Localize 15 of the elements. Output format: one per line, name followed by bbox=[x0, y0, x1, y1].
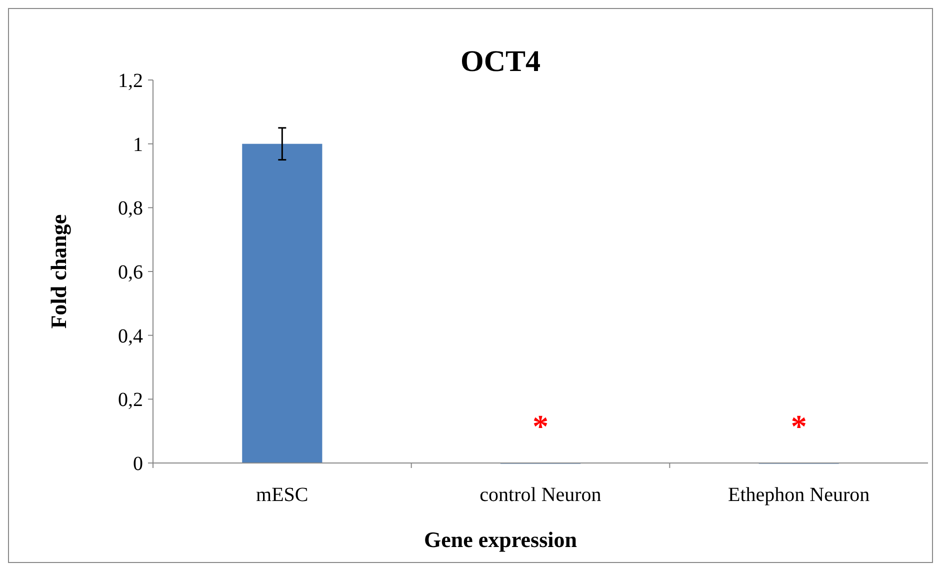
y-tick-label: 1 bbox=[133, 134, 143, 156]
x-tick-label: Ethephon Neuron bbox=[728, 484, 870, 506]
y-tick-label: 1,2 bbox=[118, 70, 143, 92]
x-axis-title: Gene expression bbox=[424, 527, 577, 552]
y-tick-label: 0,2 bbox=[118, 389, 143, 412]
chart-title: OCT4 bbox=[460, 45, 541, 78]
y-axis-title: Fold change bbox=[46, 214, 71, 329]
annotation: * bbox=[532, 408, 548, 444]
y-tick-label: 0 bbox=[133, 453, 143, 475]
y-tick-label: 0,8 bbox=[118, 198, 143, 220]
y-tick-label: 0,6 bbox=[118, 262, 143, 284]
x-tick-label: mESC bbox=[256, 484, 308, 506]
y-tick-label: 0,4 bbox=[118, 325, 143, 348]
annotation: * bbox=[790, 408, 807, 444]
x-tick-label: control Neuron bbox=[480, 484, 602, 506]
